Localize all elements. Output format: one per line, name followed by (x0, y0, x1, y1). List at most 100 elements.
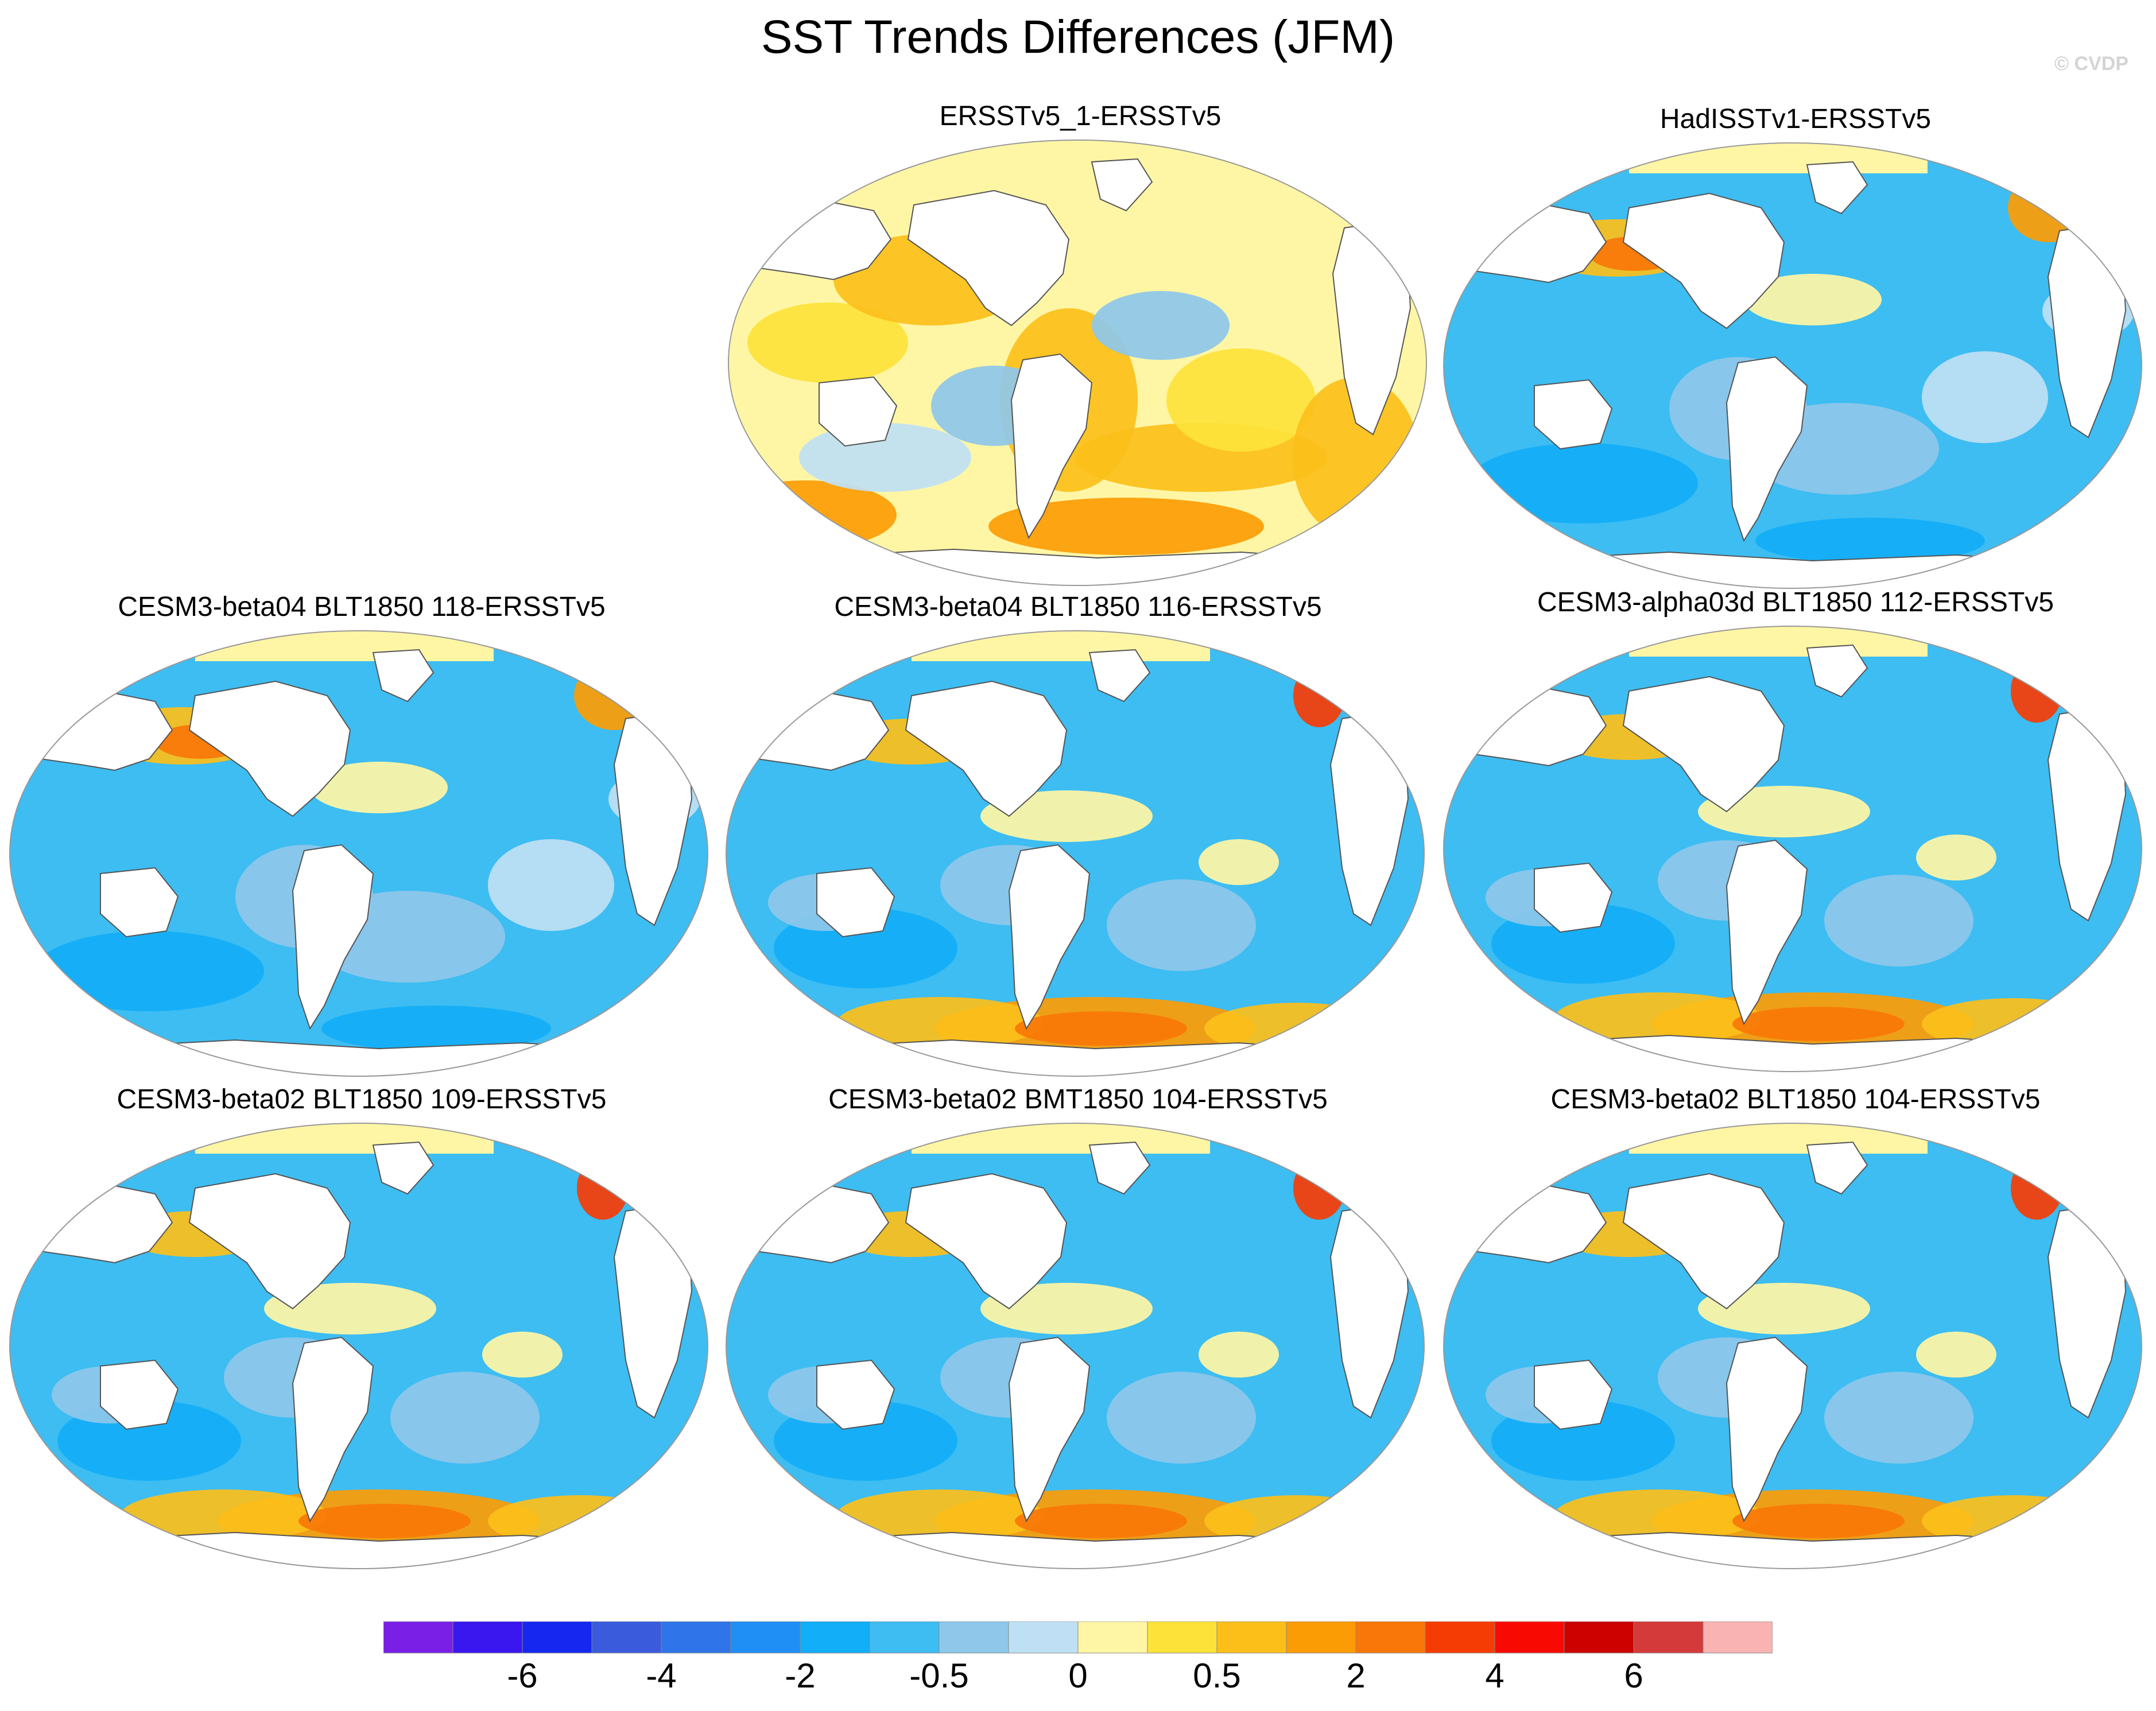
continent-outline (1008, 1336, 1091, 1523)
anomaly-region (1554, 992, 1761, 1044)
colorbar-tick-label: -4 (646, 1656, 677, 1695)
continent-outline (816, 867, 895, 938)
anomaly-region (121, 1489, 327, 1541)
map-border (9, 1123, 708, 1569)
colorbar-swatch (1216, 1621, 1287, 1654)
panel-title: CESM3-beta02 BLT1850 104-ERSSTv5 (1550, 1084, 2041, 1115)
anomaly-region (298, 1504, 471, 1538)
continent-outline (1534, 862, 1613, 933)
continent-outline (100, 1359, 179, 1430)
panel-title: CESM3-alpha03d BLT1850 112-ERSSTv5 (1537, 587, 2054, 618)
map-field (726, 630, 1425, 1077)
colorbar-swatch (800, 1621, 870, 1654)
cvdp-credit: © CVDP (2054, 53, 2128, 75)
continent-outline (1725, 839, 1808, 1026)
continent-outline (1622, 192, 1785, 329)
map-panel-beta04-116: CESM3-beta04 BLT1850 116-ERSSTv5 (722, 591, 1434, 1085)
colorbar-swatch (1147, 1621, 1217, 1654)
anomaly-region (2011, 1157, 2062, 1220)
continent-outline (1622, 676, 1785, 813)
continent-outline (1456, 1181, 1607, 1264)
colorbar-tick-label: -6 (507, 1656, 538, 1695)
continent-outline (22, 689, 173, 771)
anomaly-region (1732, 1007, 1905, 1041)
colorbar-swatch (939, 1621, 1009, 1654)
map-panel-hadisstv1: HadISSTv1-ERSSTv5 (1440, 103, 2151, 597)
colorbar-swatch (1425, 1621, 1495, 1654)
continent-outline (1008, 844, 1091, 1030)
anomaly-region (1293, 664, 1345, 727)
map-border (1443, 1123, 2142, 1569)
continent-outline (740, 198, 892, 281)
continent-outline (1088, 649, 1151, 703)
colorbar-tick-label: -2 (785, 1656, 816, 1695)
panel-title: CESM3-beta04 BLT1850 116-ERSSTv5 (834, 592, 1322, 622)
map-panel-beta02-bmt-104: CESM3-beta02 BMT1850 104-ERSSTv5 (722, 1084, 1434, 1577)
continent-outline (188, 680, 351, 817)
continent-outline (1725, 356, 1808, 542)
anomaly-region (1107, 1372, 1256, 1464)
continent-outline (905, 680, 1068, 817)
continent-outline (1456, 684, 1607, 767)
continent-outline (738, 689, 890, 771)
map-border (9, 630, 708, 1077)
continent-outline (816, 1359, 895, 1430)
anomaly-region (1916, 835, 1996, 880)
colorbar-tick-label: 4 (1485, 1656, 1504, 1695)
map-panel-alpha03d-112: CESM3-alpha03d BLT1850 112-ERSSTv5 (1440, 587, 2151, 1080)
colorbar-swatch (869, 1621, 940, 1654)
anomaly-region (2008, 173, 2088, 242)
colorbar-swatch (1077, 1621, 1148, 1654)
colorbar-swatch (591, 1621, 662, 1654)
colorbar-swatch (383, 1621, 453, 1654)
map-border (726, 1123, 1425, 1569)
anomaly-region (837, 1489, 1044, 1541)
colorbar-swatch (1008, 1621, 1079, 1654)
figure-title: SST Trends Differences (JFM) (761, 11, 1395, 63)
continent-outline (1010, 353, 1093, 540)
colorbar-swatch (661, 1621, 731, 1654)
colorbar (383, 1621, 1773, 1654)
colorbar-tick-label: 2 (1346, 1656, 1366, 1695)
map-border (1443, 142, 2142, 589)
continent-outline (1088, 1141, 1151, 1195)
continent-outline (819, 376, 898, 447)
colorbar-swatch (452, 1621, 523, 1654)
continent-outline (292, 1336, 374, 1523)
anomaly-region (1922, 351, 2048, 443)
map-panel-beta04-118: CESM3-beta04 BLT1850 118-ERSSTv5 (6, 591, 718, 1085)
continent-outline (905, 1173, 1068, 1310)
anomaly-region (1732, 1504, 1905, 1538)
colorbar-tick-label: -0.5 (909, 1656, 969, 1695)
anomaly-region (577, 1157, 629, 1220)
anomaly-region (1824, 1372, 1973, 1464)
anomaly-region (1824, 875, 1973, 967)
anomaly-region (837, 997, 1044, 1049)
map-field (728, 139, 1427, 586)
anomaly-region (1293, 1157, 1345, 1220)
anomaly-region (34, 931, 264, 1011)
continent-outline (1534, 1359, 1613, 1430)
map-field (726, 1123, 1425, 1569)
anomaly-region (988, 498, 1264, 555)
continent-outline (372, 1141, 435, 1195)
panel-title: CESM3-beta02 BLT1850 109-ERSSTv5 (117, 1084, 607, 1115)
anomaly-region (747, 302, 908, 383)
colorbar-swatch (1286, 1621, 1356, 1654)
anomaly-region (1554, 1489, 1761, 1541)
continent-outline (1806, 644, 1868, 698)
anomaly-region (1092, 291, 1230, 360)
continent-outline (907, 189, 1070, 327)
continent-outline (1725, 1336, 1808, 1523)
map-panel-ersstv5-1: ERSSTv5_1-ERSSTv5 (724, 100, 1436, 594)
colorbar-tick-label: 0.5 (1193, 1656, 1241, 1695)
anomaly-region (1916, 1332, 1996, 1378)
colorbar-swatch (1564, 1621, 1634, 1654)
colorbar-swatch (522, 1621, 592, 1654)
anomaly-region (1199, 1332, 1279, 1378)
anomaly-region (1166, 348, 1316, 452)
anomaly-region (321, 1006, 551, 1052)
anomaly-region (310, 762, 448, 813)
continent-outline (100, 867, 179, 938)
map-field (1443, 1123, 2142, 1569)
